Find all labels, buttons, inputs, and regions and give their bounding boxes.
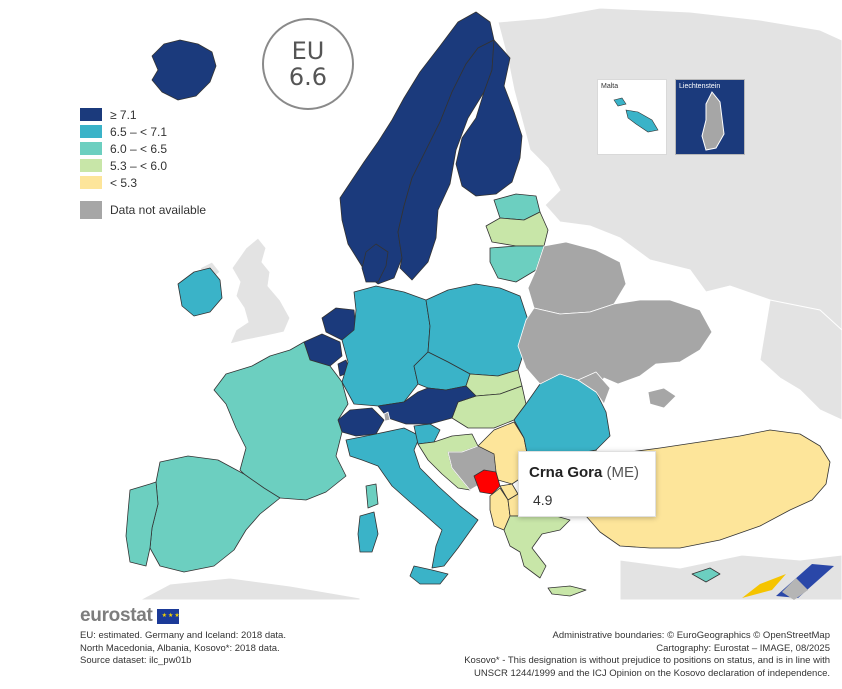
legend-item-not-available[interactable]: Data not available bbox=[80, 200, 206, 220]
region-austria[interactable]: Austria bbox=[377, 385, 477, 425]
legend-label: 6.0 – < 6.5 bbox=[110, 141, 168, 156]
credit-line: UNSCR 1244/1999 and the ICJ Opinion on t… bbox=[474, 667, 830, 679]
malta-island bbox=[625, 109, 659, 133]
inset-malta-label: Malta bbox=[601, 83, 619, 90]
legend-item[interactable]: ≥ 7.1 bbox=[80, 106, 206, 123]
decorative-brand-marks bbox=[742, 564, 834, 600]
region-ukraine[interactable]: Ukraine bbox=[517, 299, 713, 393]
yellow-chevron bbox=[742, 574, 786, 598]
region-latvia[interactable]: Latvia bbox=[485, 211, 549, 247]
region-denmark[interactable]: Denmark bbox=[361, 243, 389, 283]
legend-swatch bbox=[80, 176, 102, 189]
region-moldova[interactable]: Moldova bbox=[577, 371, 611, 405]
legend-swatch bbox=[80, 159, 102, 172]
footnotes-right: Administrative boundaries: © EuroGeograp… bbox=[464, 630, 830, 680]
region-lithuania[interactable]: Lithuania bbox=[489, 245, 545, 283]
region-france[interactable]: France bbox=[213, 341, 349, 501]
region-germany[interactable]: Germany bbox=[341, 285, 431, 407]
eu-average-badge: EU 6.6 bbox=[262, 18, 354, 110]
map-tooltip: Crna Gora (ME) 4.9 bbox=[518, 451, 656, 517]
eurostat-logo[interactable]: eurostat ★★★ bbox=[80, 605, 180, 627]
region-crimea[interactable]: Ukraine bbox=[647, 387, 677, 409]
eurostat-wordmark: eurostat bbox=[80, 605, 153, 626]
eu-badge-label: EU bbox=[291, 37, 325, 65]
region-sardinia[interactable]: Italy bbox=[357, 511, 379, 553]
region-greece[interactable]: Greece bbox=[503, 511, 571, 579]
region-sweden[interactable]: Sweden bbox=[397, 39, 495, 281]
region-liechtenstein[interactable]: Liechtenstein bbox=[383, 411, 391, 422]
region-cyprus[interactable]: Cyprus bbox=[691, 567, 721, 583]
liechtenstein-shape bbox=[701, 91, 725, 151]
legend-item[interactable]: < 5.3 bbox=[80, 174, 206, 191]
caucasus-land bbox=[759, 299, 842, 421]
region-sicily[interactable]: Italy bbox=[409, 565, 449, 585]
credit-line: Administrative boundaries: © EuroGeograp… bbox=[552, 630, 831, 641]
region-switzerland[interactable]: Switzerland bbox=[337, 407, 385, 437]
inset-malta[interactable]: Malta bbox=[597, 79, 667, 155]
credit-line: Cartography: Eurostat – IMAGE, 08/2025 bbox=[656, 642, 830, 654]
legend-swatch bbox=[80, 201, 102, 219]
legend-label: Data not available bbox=[110, 203, 207, 217]
legend-swatch bbox=[80, 142, 102, 155]
tooltip-title: Crna Gora (ME) bbox=[529, 464, 639, 481]
legend-item[interactable]: 6.0 – < 6.5 bbox=[80, 140, 206, 157]
tooltip-value: 4.9 bbox=[533, 492, 553, 508]
gray-chevron bbox=[782, 578, 808, 600]
inset-liechtenstein-label: Liechtenstein bbox=[679, 83, 721, 90]
region-slovenia[interactable]: Slovenia bbox=[413, 423, 441, 445]
north-africa-land bbox=[139, 577, 361, 600]
credit-line: Kosovo* - This designation is without pr… bbox=[464, 655, 830, 666]
region-italy[interactable]: Italy bbox=[345, 427, 479, 569]
legend-swatch bbox=[80, 108, 102, 121]
uk-land bbox=[229, 237, 291, 345]
footnote-line: Source dataset: ilc_pw01b bbox=[80, 655, 192, 666]
footnotes-left: EU: estimated. Germany and Iceland: 2018… bbox=[80, 630, 286, 668]
region-finland[interactable]: Finland bbox=[455, 39, 523, 197]
inset-liechtenstein[interactable]: Liechtenstein bbox=[675, 79, 745, 155]
region-montenegro[interactable]: Montenegro bbox=[473, 469, 501, 495]
legend: ≥ 7.1 6.5 – < 7.1 6.0 – < 6.5 5.3 – < 6.… bbox=[80, 106, 206, 220]
region-portugal[interactable]: Portugal bbox=[125, 481, 159, 567]
legend-label: 6.5 – < 7.1 bbox=[110, 124, 168, 139]
tooltip-country-name: Crna Gora bbox=[529, 464, 603, 481]
europe-map[interactable]: Iceland Norway Sweden Finland Denmark Ir… bbox=[0, 0, 842, 600]
russia-land bbox=[497, 7, 842, 331]
legend-label: < 5.3 bbox=[110, 175, 138, 190]
region-corsica[interactable]: France bbox=[365, 483, 379, 509]
region-ireland[interactable]: Ireland bbox=[177, 267, 223, 317]
malta-shape bbox=[613, 97, 659, 133]
legend-label: ≥ 7.1 bbox=[110, 107, 137, 122]
region-belarus[interactable]: Belarus bbox=[527, 241, 627, 315]
legend-label: 5.3 – < 6.0 bbox=[110, 158, 168, 173]
region-iceland[interactable]: Iceland bbox=[151, 39, 217, 101]
country-regions: Iceland Norway Sweden Finland Denmark Ir… bbox=[125, 11, 831, 597]
legend-item[interactable]: 5.3 – < 6.0 bbox=[80, 157, 206, 174]
footnote-line: EU: estimated. Germany and Iceland: 2018… bbox=[80, 630, 286, 641]
eu-flag-icon: ★★★ bbox=[156, 608, 180, 624]
legend-swatch bbox=[80, 125, 102, 138]
region-crete[interactable]: Greece bbox=[547, 585, 587, 597]
eu-badge-value: 6.6 bbox=[288, 63, 328, 91]
gozo-island bbox=[613, 97, 627, 107]
legend-item[interactable]: 6.5 – < 7.1 bbox=[80, 123, 206, 140]
tooltip-country-code: (ME) bbox=[606, 464, 640, 481]
liechtenstein-area bbox=[701, 91, 725, 151]
footnote-line: North Macedonia, Albania, Kosovo*: 2018 … bbox=[80, 642, 280, 654]
